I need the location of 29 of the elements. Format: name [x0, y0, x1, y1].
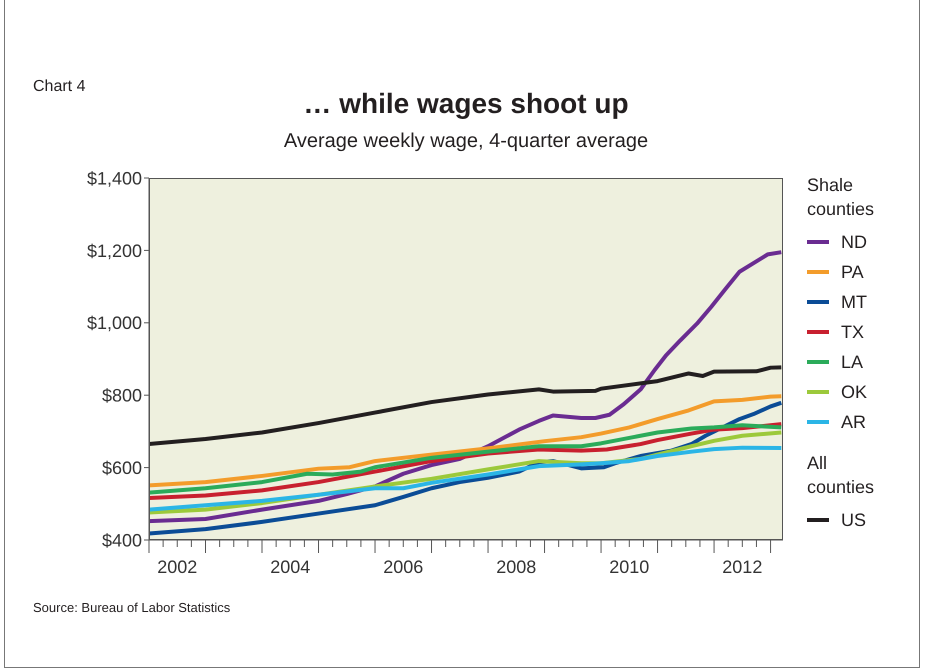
- y-tick-label: $1,200: [86, 240, 142, 261]
- legend-label: ND: [841, 231, 867, 254]
- legend-label: AR: [841, 411, 866, 434]
- chart-title: … while wages shoot up: [303, 88, 629, 119]
- x-tick-label: 2006: [383, 557, 424, 577]
- x-tick-label: 2002: [157, 557, 198, 577]
- x-tick-label: 2010: [609, 557, 650, 577]
- line-series: [149, 446, 783, 512]
- x-tick-label: 2012: [722, 557, 762, 577]
- y-tick-label: $600: [102, 458, 142, 478]
- legend-title: Shale counties: [807, 174, 874, 221]
- legend-label: TX: [841, 321, 864, 344]
- y-tick-label: $400: [102, 530, 142, 550]
- y-tick-label: $800: [102, 386, 142, 406]
- caption: Chart 4: [33, 78, 86, 96]
- line-series: [149, 365, 783, 446]
- source-note: Source: Bureau of Labor Statistics: [33, 600, 230, 615]
- y-tick-label: $1,000: [86, 313, 142, 334]
- line-series: [149, 394, 783, 488]
- legend-label: US: [841, 509, 866, 532]
- legend-label: PA: [841, 261, 864, 284]
- chart-subtitle: Average weekly wage, 4-quarter average: [282, 130, 650, 153]
- legend-label: OK: [841, 381, 868, 404]
- y-tick-label: $1,400: [86, 168, 142, 188]
- legend-label: LA: [841, 351, 864, 374]
- x-tick-label: 2008: [496, 557, 536, 577]
- text: All counties: [807, 452, 874, 499]
- legend-label: MT: [841, 291, 867, 314]
- x-tick-label: 2004: [270, 557, 310, 577]
